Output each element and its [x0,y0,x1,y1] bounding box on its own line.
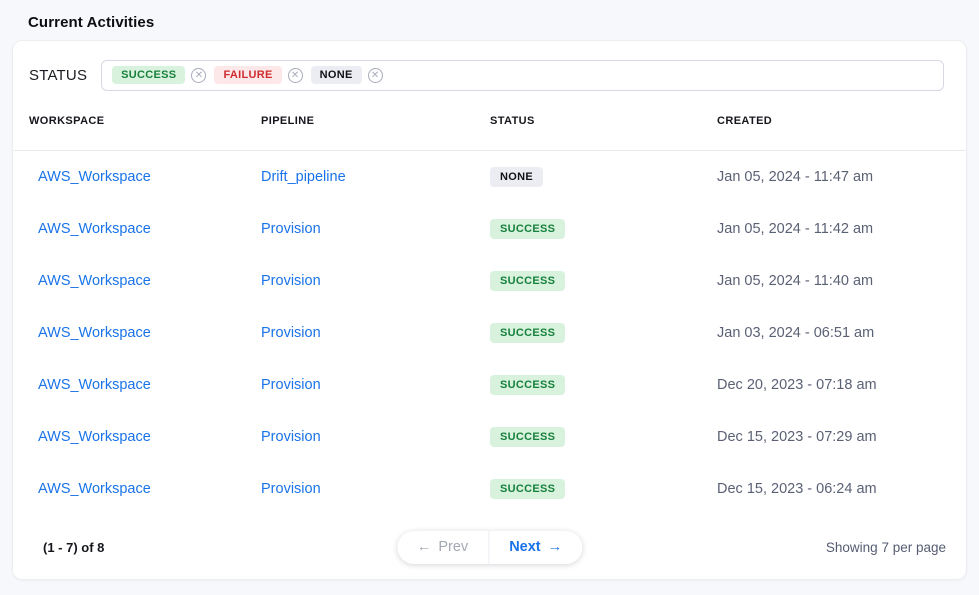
pipeline-link[interactable]: Provision [261,221,321,237]
pager-button-group: ← Prev Next → [396,530,583,564]
workspace-link[interactable]: AWS_Workspace [38,221,151,237]
created-timestamp: Dec 15, 2023 - 06:24 am [717,481,877,497]
pipeline-link[interactable]: Drift_pipeline [261,169,346,185]
status-filter-pill-none: NONE [310,66,362,84]
table-row: AWS_Workspace Drift_pipeline NONE Jan 05, 2… [13,151,966,203]
workspace-link[interactable]: AWS_Workspace [38,325,151,341]
workspace-link[interactable]: AWS_Workspace [38,169,151,185]
table-row: AWS_Workspace Provision SUCCESS Dec 15, 202… [13,463,966,515]
column-header-workspace: WORKSPACE [29,114,105,127]
status-badge: SUCCESS [490,375,566,395]
column-header-created: CREATED [717,114,773,127]
next-page-button[interactable]: Next → [489,531,582,564]
created-timestamp: Dec 15, 2023 - 07:29 am [717,429,877,445]
pipeline-link[interactable]: Provision [261,429,321,445]
table-row: AWS_Workspace Provision SUCCESS Jan 03, 202… [13,307,966,359]
table-row: AWS_Workspace Provision SUCCESS Dec 15, 202… [13,411,966,463]
workspace-link[interactable]: AWS_Workspace [38,429,151,445]
status-badge: SUCCESS [490,479,566,499]
status-badge: SUCCESS [490,323,566,343]
current-activities-card: STATUS SUCCESS ✕ FAILURE ✕ NONE ✕ WORKSPACE P… [12,40,967,580]
result-range-text: (1 - 7) of 8 [43,539,105,555]
status-badge: SUCCESS [490,271,566,291]
table-row: AWS_Workspace Provision SUCCESS Jan 05, 202… [13,203,966,255]
created-timestamp: Jan 05, 2024 - 11:40 am [717,273,874,289]
table-row: AWS_Workspace Provision SUCCESS Dec 20, 202… [13,359,966,411]
created-timestamp: Dec 20, 2023 - 07:18 am [717,377,877,393]
created-timestamp: Jan 05, 2024 - 11:47 am [717,169,874,185]
status-filter-label: STATUS [29,66,88,84]
status-badge: SUCCESS [490,427,566,447]
page-title: Current Activities [28,14,155,31]
pagination-footer: (1 - 7) of 8 ← Prev Next → Showing 7 per… [13,515,966,579]
created-timestamp: Jan 05, 2024 - 11:42 am [717,221,874,237]
created-timestamp: Jan 03, 2024 - 06:51 am [717,325,875,341]
per-page-text: Showing 7 per page [825,539,946,555]
pipeline-link[interactable]: Provision [261,273,321,289]
prev-page-button[interactable]: ← Prev [397,530,490,564]
status-filter-pill-success: SUCCESS [112,66,186,84]
table-header-row: WORKSPACE PIPELINE STATUS CREATED [13,91,966,151]
column-header-pipeline: PIPELINE [261,114,315,127]
arrow-right-icon: → [547,539,563,555]
prev-button-label: Prev [438,539,469,555]
table-body: AWS_Workspace Drift_pipeline NONE Jan 05, 2… [13,151,966,515]
remove-filter-icon-failure[interactable]: ✕ [287,67,303,83]
activities-table: WORKSPACE PIPELINE STATUS CREATED AWS_Wo… [13,91,966,515]
pipeline-link[interactable]: Provision [261,377,321,393]
column-header-status: STATUS [490,114,535,127]
status-filter-pill-failure: FAILURE [214,66,282,84]
pipeline-link[interactable]: Provision [261,325,321,341]
status-filter-input[interactable]: SUCCESS ✕ FAILURE ✕ NONE ✕ [101,59,944,91]
next-button-label: Next [509,539,541,555]
workspace-link[interactable]: AWS_Workspace [38,273,151,289]
remove-filter-icon-success[interactable]: ✕ [191,67,207,83]
status-badge: NONE [490,167,543,187]
table-row: AWS_Workspace Provision SUCCESS Jan 05, 202… [13,255,966,307]
workspace-link[interactable]: AWS_Workspace [38,377,151,393]
workspace-link[interactable]: AWS_Workspace [38,481,151,497]
remove-filter-icon-none[interactable]: ✕ [367,67,383,83]
status-filter-row: STATUS SUCCESS ✕ FAILURE ✕ NONE ✕ [13,41,966,91]
status-badge: SUCCESS [490,219,566,239]
pipeline-link[interactable]: Provision [261,481,321,497]
arrow-left-icon: ← [416,539,432,555]
